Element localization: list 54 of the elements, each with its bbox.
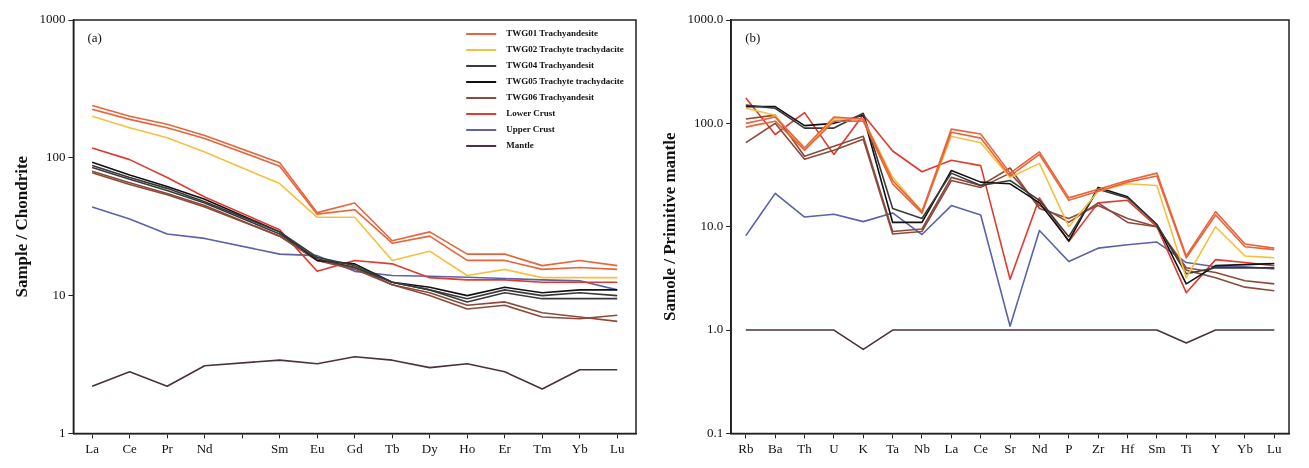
y-axis-title: Sample / Chondrite xyxy=(11,155,31,298)
y-axis-title: Samole / Primitive mantle xyxy=(659,132,679,321)
y-tick-label: 1.0 xyxy=(706,321,724,337)
x-tick-label: Rb xyxy=(738,440,754,456)
y-tick-label: 1000 xyxy=(39,11,66,27)
x-tick-label: Ce xyxy=(122,440,138,456)
y-tick-label: 100.0 xyxy=(693,114,724,130)
y-tick-label: 1000.0 xyxy=(687,11,724,27)
x-tick-label: Sr xyxy=(1004,440,1017,456)
y-tick-label: 10 xyxy=(52,287,66,303)
x-tick-label: La xyxy=(85,440,100,456)
x-tick-label: Lu xyxy=(610,440,625,456)
x-tick-label: Tm xyxy=(533,440,552,456)
x-tick-label: Sm xyxy=(271,440,289,456)
x-tick-label: Th xyxy=(797,440,813,456)
legend-label: TWG04 Trachyandesit xyxy=(506,60,595,71)
x-tick-label: Yb xyxy=(571,440,588,456)
legend-label: Mantle xyxy=(506,140,534,151)
x-tick-label: Sm xyxy=(1148,440,1166,456)
x-tick-label: Ti xyxy=(1180,440,1193,456)
x-tick-label: Dy xyxy=(421,440,439,456)
annotation: (a) xyxy=(87,29,102,45)
x-tick-label: La xyxy=(944,440,959,456)
x-tick-label: Nb xyxy=(914,440,930,456)
legend-label: TWG01 Trachyandesite xyxy=(506,28,599,39)
x-tick-label: Gd xyxy=(346,440,364,456)
x-tick-label: Hf xyxy=(1120,440,1136,456)
x-tick-label: Zr xyxy=(1092,440,1105,456)
y-tick-label: 0.1 xyxy=(706,424,724,440)
legend-label: TWG02 Trachyte trachydacite xyxy=(506,44,624,55)
annotation: (b) xyxy=(745,29,761,45)
x-tick-label: Lu xyxy=(1267,440,1283,456)
x-tick-label: Y xyxy=(1210,440,1221,456)
x-tick-label: Nd xyxy=(1031,440,1048,456)
y-tick-label: 100 xyxy=(45,149,66,165)
x-tick-label: Er xyxy=(498,440,512,456)
x-tick-label: U xyxy=(829,440,840,456)
legend-label: Upper Crust xyxy=(506,124,555,135)
y-tick-label: 10.0 xyxy=(700,218,724,234)
x-tick-label: Ce xyxy=(973,440,989,456)
x-tick-label: Pr xyxy=(161,440,174,456)
y-tick-label: 1 xyxy=(58,424,66,440)
x-tick-label: Tb xyxy=(384,440,400,456)
x-tick-label: Yb xyxy=(1237,440,1253,456)
legend-label: TWG05 Trachyte trachydacite xyxy=(506,76,624,87)
legend-label: Lower Crust xyxy=(506,108,556,119)
legend-label: TWG06 Trachyandesit xyxy=(506,92,595,103)
x-tick-label: Nd xyxy=(196,440,214,456)
x-tick-label: K xyxy=(858,440,869,456)
x-tick-label: Eu xyxy=(309,440,325,456)
x-tick-label: P xyxy=(1065,440,1073,456)
x-tick-label: Ho xyxy=(459,440,476,456)
x-tick-label: Ba xyxy=(767,440,783,456)
x-tick-label: Ta xyxy=(886,440,900,456)
